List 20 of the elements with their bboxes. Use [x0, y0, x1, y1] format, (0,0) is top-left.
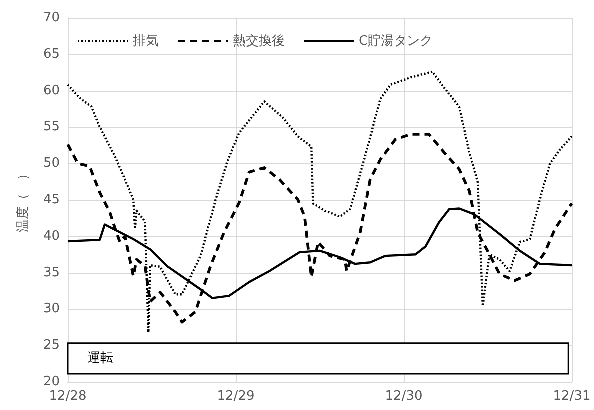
y-tick-label: 20	[43, 374, 60, 390]
legend-label: 排気	[133, 34, 159, 49]
y-tick-label: 50	[43, 156, 60, 172]
y-tick-label: 40	[43, 228, 60, 244]
y-tick-label: 70	[43, 10, 60, 26]
y-tick-label: 45	[43, 192, 60, 208]
x-tick-label: 12/28	[49, 389, 87, 404]
y-tick-label: 65	[43, 46, 60, 62]
y-axis-title: 温度（ ）	[15, 168, 31, 232]
band-label: 運転	[87, 351, 114, 366]
x-tick-label: 12/30	[385, 389, 423, 404]
x-tick-label: 12/29	[217, 389, 255, 404]
y-tick-label: 25	[43, 338, 60, 354]
legend-label: C貯湯タンク	[359, 34, 434, 49]
y-tick-label: 35	[43, 265, 60, 280]
x-tick-label: 12/31	[553, 389, 591, 404]
y-tick-label: 30	[43, 302, 60, 317]
legend-label: 熱交換後	[233, 33, 285, 49]
y-tick-label: 55	[43, 120, 60, 135]
y-tick-label: 60	[43, 83, 60, 98]
